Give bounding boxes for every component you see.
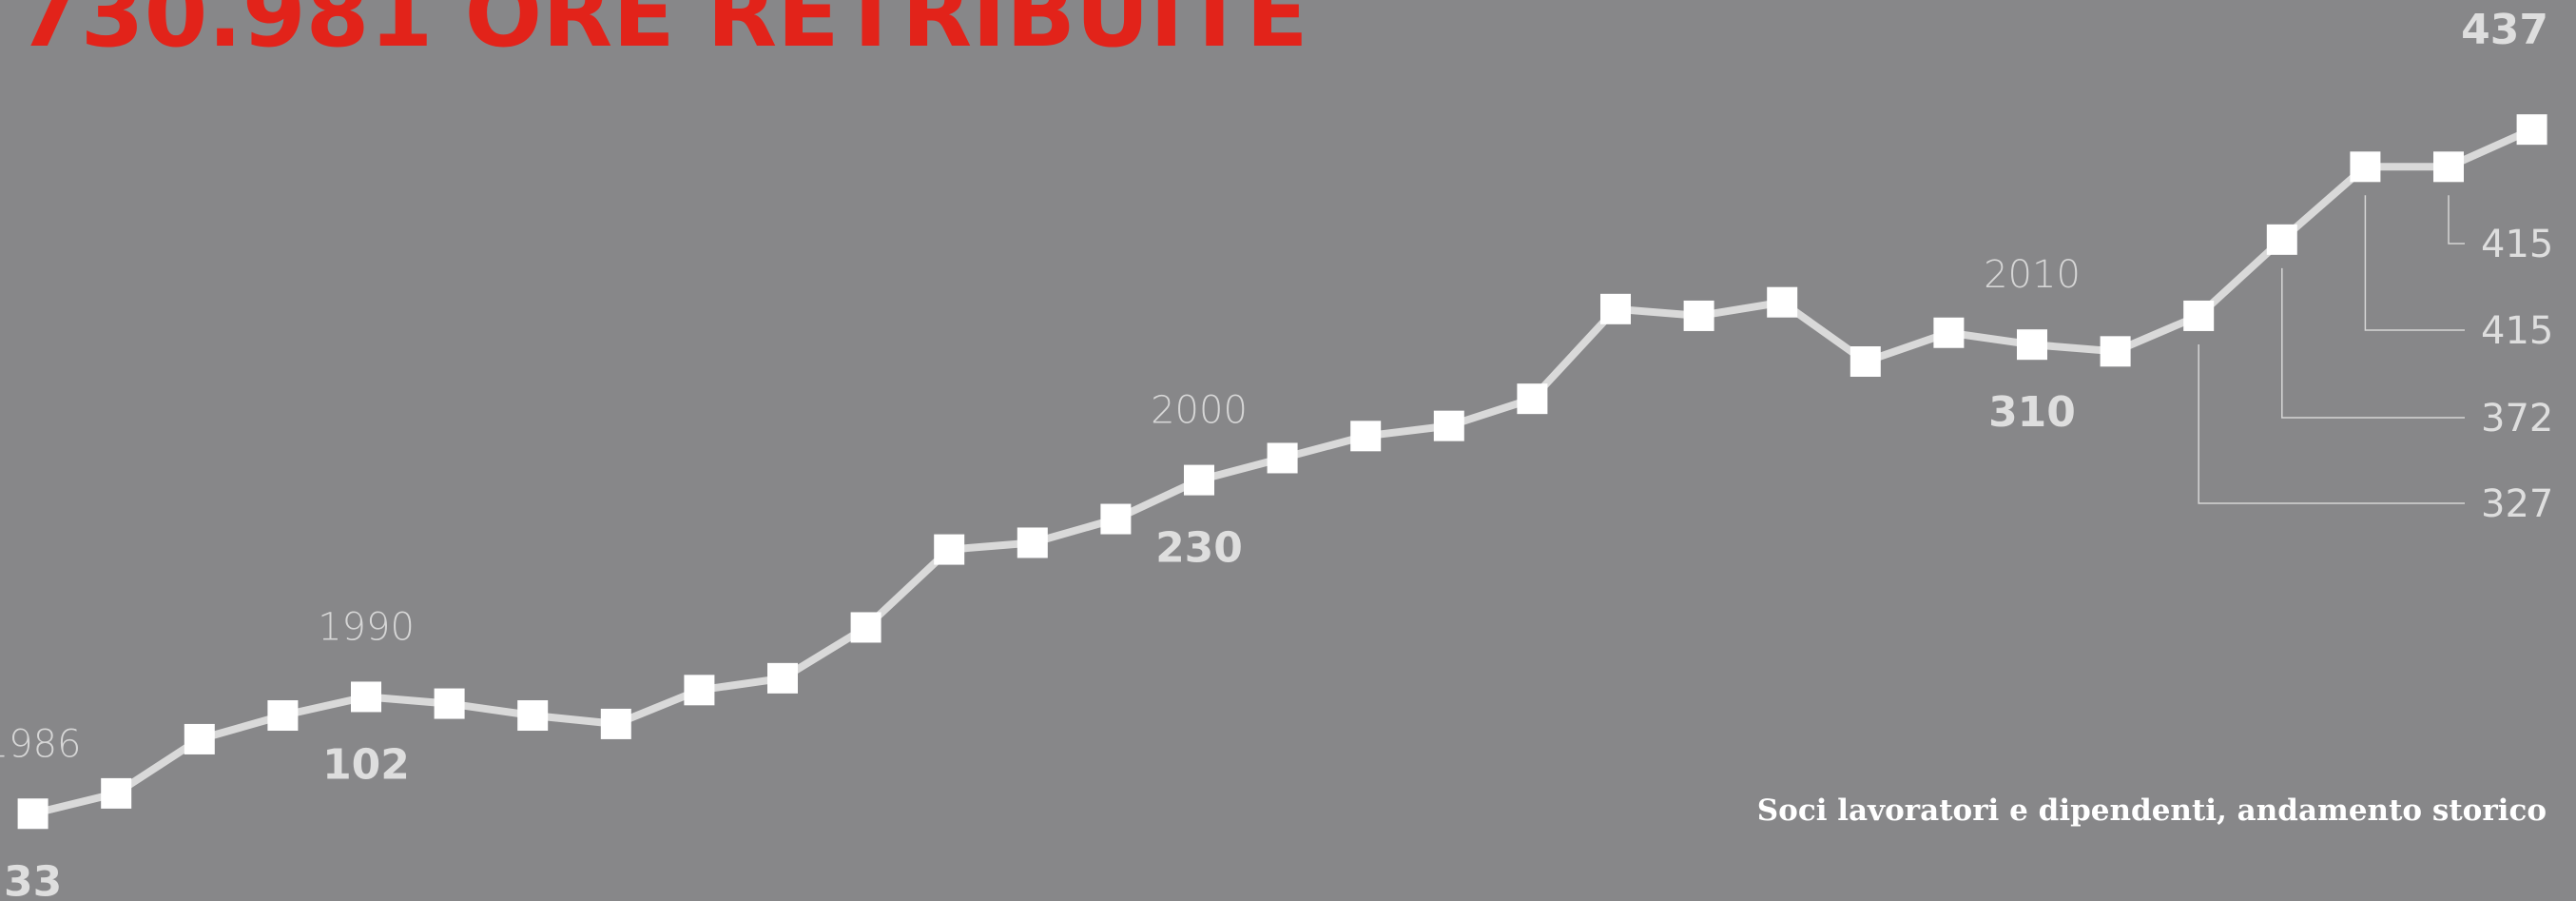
value-label: 310 [1988, 388, 2076, 437]
marker [17, 798, 48, 830]
value-label: 437 [2461, 6, 2548, 54]
value-label: 33 [4, 857, 62, 901]
marker [2017, 329, 2047, 361]
marker [1600, 293, 1631, 324]
chart-title: 730.981 ORE RETRIBUITE [17, 0, 1308, 68]
value-label: 230 [1155, 524, 1243, 573]
value-label: 415 [2481, 309, 2553, 353]
marker [351, 681, 381, 713]
marker [1267, 442, 1298, 474]
marker [267, 700, 299, 732]
leader-line [2364, 195, 2465, 331]
marker [1017, 527, 1048, 558]
marker [1933, 317, 1965, 348]
marker [600, 708, 631, 739]
marker [1850, 346, 1881, 377]
marker [850, 612, 881, 643]
value-label: 102 [322, 740, 410, 789]
marker [1184, 464, 1214, 496]
marker [1100, 503, 1132, 535]
year-label: 2000 [1151, 389, 1248, 433]
marker [767, 662, 798, 694]
marker [184, 723, 215, 754]
year-label: 1986 [0, 722, 81, 766]
marker [434, 688, 465, 719]
value-label: 327 [2481, 482, 2553, 526]
leader-line [2281, 267, 2465, 419]
marker [1350, 421, 1382, 452]
chart-subtitle: Soci lavoratori e dipendenti, andamento … [1757, 793, 2547, 828]
marker [2433, 151, 2464, 183]
year-label: 1990 [318, 605, 415, 649]
marker [684, 675, 715, 706]
value-label: 415 [2481, 223, 2553, 266]
marker [2350, 151, 2381, 183]
marker [1683, 300, 1714, 331]
marker [517, 700, 549, 732]
marker [2183, 300, 2215, 331]
marker [2516, 114, 2547, 146]
marker [1767, 286, 1798, 318]
marker [2266, 224, 2297, 255]
value-label: 372 [2481, 397, 2553, 441]
leader-line [2198, 343, 2465, 504]
marker [2100, 336, 2131, 367]
leader-line [2448, 195, 2465, 245]
marker [1433, 410, 1464, 441]
marker [934, 534, 965, 565]
year-label: 2010 [1984, 253, 2081, 297]
marker [101, 777, 132, 809]
marker [1517, 383, 1548, 415]
